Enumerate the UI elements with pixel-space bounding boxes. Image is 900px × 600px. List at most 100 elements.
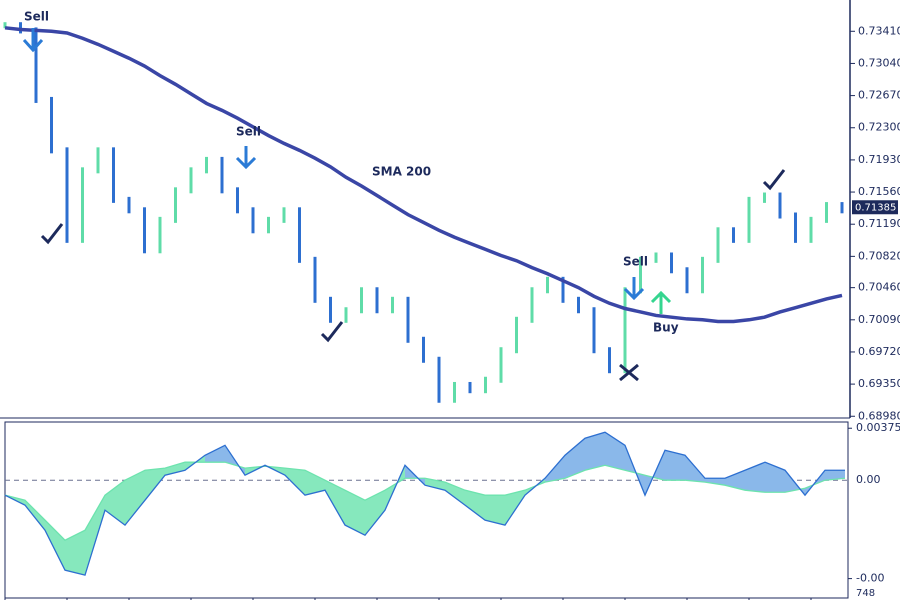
price-bar	[313, 256, 317, 303]
price-bar	[561, 276, 565, 303]
y-tick-label: 0.00	[856, 473, 881, 486]
oscillator-fill	[585, 432, 605, 471]
oscillator-fill	[705, 478, 725, 486]
oscillator-fill	[725, 470, 745, 491]
price-bar	[65, 147, 69, 243]
price-bar	[577, 296, 580, 314]
oscillator-fill	[145, 468, 165, 501]
price-bar	[840, 202, 844, 214]
price-bar	[670, 252, 673, 274]
price-bar	[34, 27, 38, 103]
oscillator-fill	[765, 462, 785, 493]
oscillator-fill	[485, 495, 505, 526]
price-bar	[747, 196, 751, 243]
price-bar	[127, 196, 131, 214]
oscillator-line	[4, 461, 846, 542]
oscillator-fill	[65, 530, 85, 576]
price-bar	[763, 192, 766, 203]
y-tick-label: 0.70820	[858, 249, 900, 262]
footer-label: 748	[856, 588, 875, 599]
oscillator-fill	[365, 490, 385, 536]
oscillator-fill	[305, 470, 325, 496]
y-tick-label: 0.70090	[858, 313, 900, 326]
price-bar	[484, 376, 487, 394]
price-bar	[360, 287, 363, 314]
y-tick-label: 0.68980	[858, 409, 900, 422]
oscillator-line	[4, 431, 845, 576]
check-mark	[320, 321, 344, 343]
price-bar	[391, 296, 394, 314]
price-bar	[267, 216, 270, 234]
price-bar	[778, 192, 782, 219]
y-tick-label: 0.00375	[856, 421, 900, 434]
y-tick-label: 0.73040	[858, 56, 900, 69]
price-bar	[189, 167, 193, 194]
price-bar	[3, 22, 7, 29]
signal-label: Sell	[236, 125, 261, 139]
sma-line	[4, 26, 843, 324]
oscillator-fill	[25, 500, 45, 531]
price-bar	[608, 347, 611, 374]
price-bar	[453, 381, 456, 403]
oscillator-fill	[345, 490, 365, 536]
oscillator-frame	[4, 421, 849, 599]
oscillator-fill	[745, 462, 765, 493]
oscillator-fill	[505, 490, 525, 526]
price-bar	[685, 267, 689, 294]
oscillator-fill	[445, 482, 465, 506]
price-bar	[716, 227, 720, 263]
sell-arrow	[235, 146, 257, 170]
price-bar	[375, 287, 379, 314]
price-bar	[654, 252, 658, 263]
y-tick-label: 0.71190	[858, 217, 900, 230]
y-tick-label: 0.73410	[858, 24, 900, 37]
price-bar	[639, 256, 642, 294]
price-bar	[623, 287, 627, 374]
price-bar	[112, 147, 115, 203]
signal-label: Sell	[24, 10, 49, 24]
y-tick-label: 0.72670	[858, 89, 900, 102]
sell-arrow	[623, 277, 645, 301]
oscillator-fill	[825, 470, 845, 481]
price-bar	[50, 96, 53, 154]
y-tick-label: 0.69350	[858, 377, 900, 390]
oscillator-fill	[665, 450, 685, 481]
price-bar	[809, 216, 813, 243]
price-bar	[174, 187, 177, 223]
price-bar	[546, 276, 549, 294]
price-bar	[298, 207, 301, 263]
oscillator-fill	[205, 445, 225, 463]
cross-mark	[619, 363, 639, 382]
price-bar	[794, 212, 797, 243]
oscillator-fill	[45, 520, 65, 571]
oscillator-fill	[605, 432, 625, 471]
y-tick-label: 0.69720	[858, 345, 900, 358]
y-tick-label: 0.71930	[858, 153, 900, 166]
price-bar	[499, 347, 503, 383]
y-tick-label: 0.72300	[858, 121, 900, 134]
price-bar	[143, 207, 146, 254]
oscillator-fill	[285, 468, 305, 496]
price-bar	[96, 147, 100, 174]
price-bar	[251, 207, 255, 234]
price-bar	[344, 307, 348, 323]
price-bar	[406, 296, 410, 343]
price-bar	[701, 256, 704, 294]
last-price-label: 0.71385	[855, 202, 896, 213]
price-bar	[732, 227, 735, 243]
price-bar	[236, 187, 239, 214]
price-bar	[81, 167, 84, 243]
signal-label: Sell	[623, 255, 648, 269]
price-bar	[422, 336, 425, 363]
price-bar	[437, 356, 441, 403]
sell-arrow	[22, 28, 44, 53]
price-bar	[515, 316, 518, 354]
price-bar	[220, 156, 224, 194]
price-bar	[530, 287, 534, 323]
last-price-tag	[852, 200, 898, 215]
check-mark	[40, 223, 64, 245]
oscillator-fill	[565, 438, 585, 479]
y-tick-label: -0.00	[856, 572, 884, 585]
price-bar	[468, 381, 472, 394]
